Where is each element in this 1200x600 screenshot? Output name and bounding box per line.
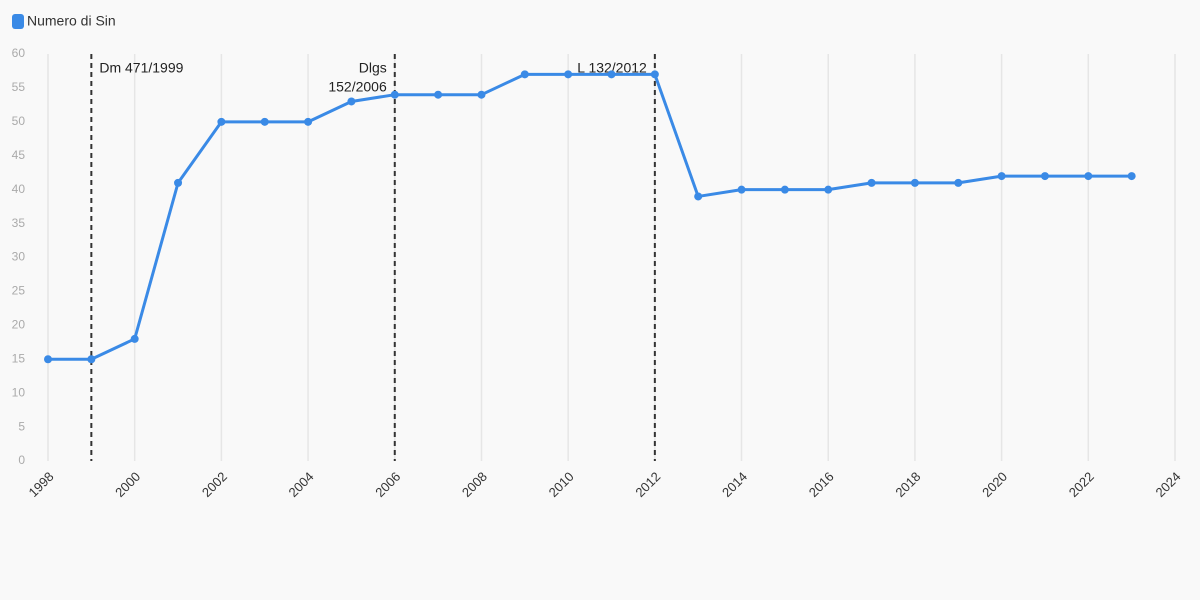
x-tick-label: 1998 <box>25 469 56 500</box>
data-point <box>434 90 443 99</box>
x-tick-label: 2002 <box>199 469 230 500</box>
x-tick-label: 2024 <box>1152 469 1183 500</box>
y-tick-label: 20 <box>12 318 26 332</box>
x-tick-label: 2006 <box>372 469 403 500</box>
data-point <box>304 117 313 126</box>
data-point <box>694 192 703 201</box>
y-tick-label: 40 <box>12 182 26 196</box>
data-point <box>217 117 226 126</box>
y-tick-label: 45 <box>12 148 26 162</box>
annotation-label: Dm 471/1999 <box>99 60 183 76</box>
data-point <box>997 172 1006 181</box>
y-tick-label: 10 <box>12 385 26 399</box>
x-tick-label: 2010 <box>546 469 577 500</box>
data-point <box>1127 172 1136 181</box>
data-line <box>48 72 1132 361</box>
data-point <box>1084 172 1093 181</box>
data-point <box>477 90 486 99</box>
x-tick-label: 2016 <box>806 469 837 500</box>
data-point <box>520 70 529 79</box>
x-tick-label: 2020 <box>979 469 1010 500</box>
legend-swatch <box>12 14 24 29</box>
data-point <box>44 355 52 364</box>
data-point <box>347 97 356 106</box>
y-tick-label: 55 <box>12 80 26 94</box>
x-tick-label: 2004 <box>286 469 317 500</box>
data-point <box>824 185 833 194</box>
data-point <box>564 70 573 79</box>
y-tick-label: 25 <box>12 284 26 298</box>
y-tick-label: 0 <box>18 453 25 467</box>
legend-label: Numero di Sin <box>27 13 116 29</box>
y-tick-label: 30 <box>12 250 26 264</box>
x-tick-label: 2014 <box>719 469 750 500</box>
data-point <box>174 178 183 187</box>
y-tick-label: 35 <box>12 216 26 230</box>
x-tick-label: 2012 <box>632 469 663 500</box>
y-tick-label: 50 <box>12 114 26 128</box>
data-point <box>650 70 659 79</box>
data-point <box>607 70 616 79</box>
data-point <box>954 178 963 187</box>
annotation-label: Dlgs <box>359 60 387 76</box>
data-point <box>260 117 269 126</box>
data-point <box>87 355 96 364</box>
annotation-label: 152/2006 <box>328 79 387 95</box>
x-tick-label: 2022 <box>1066 469 1097 500</box>
x-tick-label: 2000 <box>112 469 143 500</box>
data-point <box>780 185 789 194</box>
data-point <box>737 185 746 194</box>
y-tick-label: 5 <box>18 419 25 433</box>
y-tick-label: 60 <box>12 46 26 60</box>
data-point <box>867 178 876 187</box>
y-tick-label: 15 <box>12 351 26 365</box>
annotation-label: L 132/2012 <box>577 60 647 76</box>
data-point <box>910 178 919 187</box>
x-tick-label: 2018 <box>892 469 923 500</box>
data-point <box>130 334 139 343</box>
data-point <box>1040 172 1049 181</box>
x-tick-label: 2008 <box>459 469 490 500</box>
data-point <box>390 90 399 99</box>
